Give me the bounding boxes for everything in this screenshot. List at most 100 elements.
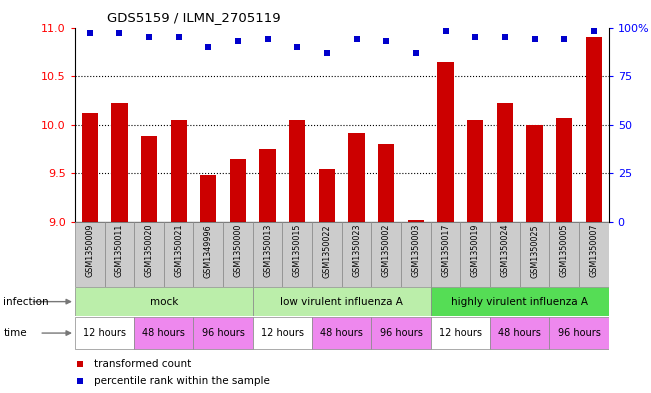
Text: 12 hours: 12 hours xyxy=(83,328,126,338)
Bar xyxy=(283,222,312,287)
Bar xyxy=(378,144,395,222)
Bar xyxy=(519,222,549,287)
Bar xyxy=(223,222,253,287)
Point xyxy=(85,30,95,37)
Bar xyxy=(497,103,513,222)
Text: GSM1350007: GSM1350007 xyxy=(589,224,598,277)
Text: GSM1350023: GSM1350023 xyxy=(352,224,361,277)
Point xyxy=(500,34,510,40)
Bar xyxy=(253,317,312,349)
Text: percentile rank within the sample: percentile rank within the sample xyxy=(94,376,270,386)
Point xyxy=(322,50,332,56)
Text: GSM1350005: GSM1350005 xyxy=(560,224,569,277)
Bar xyxy=(490,317,549,349)
Bar xyxy=(460,222,490,287)
Text: transformed count: transformed count xyxy=(94,358,191,369)
Text: GSM1350011: GSM1350011 xyxy=(115,224,124,277)
Bar xyxy=(75,222,105,287)
Bar xyxy=(372,222,401,287)
Text: GSM1350025: GSM1350025 xyxy=(530,224,539,277)
Point xyxy=(411,50,421,56)
Bar xyxy=(289,120,305,222)
Point xyxy=(75,360,85,367)
Text: GSM1350019: GSM1350019 xyxy=(471,224,480,277)
Text: GSM1350002: GSM1350002 xyxy=(381,224,391,277)
Bar xyxy=(348,132,365,222)
Point xyxy=(203,44,214,50)
Text: 96 hours: 96 hours xyxy=(380,328,422,338)
Bar xyxy=(230,159,246,222)
Bar xyxy=(193,222,223,287)
Point xyxy=(589,28,599,35)
Text: 96 hours: 96 hours xyxy=(202,328,245,338)
Bar xyxy=(141,136,157,222)
Bar xyxy=(467,120,484,222)
Text: GSM1350013: GSM1350013 xyxy=(263,224,272,277)
Text: GSM1349996: GSM1349996 xyxy=(204,224,213,277)
Point xyxy=(529,36,540,42)
Point xyxy=(233,38,243,44)
Bar xyxy=(260,149,276,222)
Bar xyxy=(253,222,283,287)
Point xyxy=(292,44,303,50)
Bar xyxy=(253,287,431,316)
Point xyxy=(144,34,154,40)
Point xyxy=(114,30,124,37)
Bar xyxy=(372,317,431,349)
Bar xyxy=(134,317,193,349)
Point xyxy=(262,36,273,42)
Bar xyxy=(75,317,134,349)
Point xyxy=(440,28,450,35)
Text: GSM1350021: GSM1350021 xyxy=(174,224,183,277)
Bar xyxy=(431,222,460,287)
Point xyxy=(75,378,85,384)
Bar xyxy=(312,222,342,287)
Point xyxy=(173,34,184,40)
Text: GSM1350009: GSM1350009 xyxy=(85,224,94,277)
Text: highly virulent influenza A: highly virulent influenza A xyxy=(451,297,589,307)
Bar xyxy=(171,120,187,222)
Bar xyxy=(193,317,253,349)
Bar xyxy=(549,317,609,349)
Text: GSM1350015: GSM1350015 xyxy=(293,224,302,277)
Text: infection: infection xyxy=(3,297,49,307)
Point xyxy=(559,36,570,42)
Point xyxy=(381,38,391,44)
Text: 96 hours: 96 hours xyxy=(558,328,600,338)
Text: 48 hours: 48 hours xyxy=(498,328,541,338)
Bar xyxy=(164,222,193,287)
Bar xyxy=(527,125,543,222)
Text: mock: mock xyxy=(150,297,178,307)
Text: GSM1350003: GSM1350003 xyxy=(411,224,421,277)
Text: GSM1350024: GSM1350024 xyxy=(501,224,509,277)
Bar xyxy=(408,220,424,222)
Text: GSM1350017: GSM1350017 xyxy=(441,224,450,277)
Bar xyxy=(342,222,372,287)
Text: 48 hours: 48 hours xyxy=(143,328,186,338)
Bar xyxy=(134,222,164,287)
Text: 12 hours: 12 hours xyxy=(261,328,304,338)
Bar xyxy=(437,62,454,222)
Bar xyxy=(579,222,609,287)
Text: GDS5159 / ILMN_2705119: GDS5159 / ILMN_2705119 xyxy=(107,11,281,24)
Bar xyxy=(81,113,98,222)
Bar xyxy=(200,175,217,222)
Bar xyxy=(431,317,490,349)
Bar xyxy=(431,287,609,316)
Bar xyxy=(312,317,372,349)
Point xyxy=(470,34,480,40)
Text: GSM1350020: GSM1350020 xyxy=(145,224,154,277)
Bar xyxy=(586,37,602,222)
Text: 12 hours: 12 hours xyxy=(439,328,482,338)
Bar xyxy=(549,222,579,287)
Bar xyxy=(401,222,431,287)
Text: time: time xyxy=(3,328,27,338)
Point xyxy=(352,36,362,42)
Text: 48 hours: 48 hours xyxy=(320,328,363,338)
Bar xyxy=(75,287,253,316)
Bar xyxy=(556,118,572,222)
Text: GSM1350022: GSM1350022 xyxy=(322,224,331,277)
Text: low virulent influenza A: low virulent influenza A xyxy=(281,297,403,307)
Bar xyxy=(111,103,128,222)
Text: GSM1350000: GSM1350000 xyxy=(234,224,242,277)
